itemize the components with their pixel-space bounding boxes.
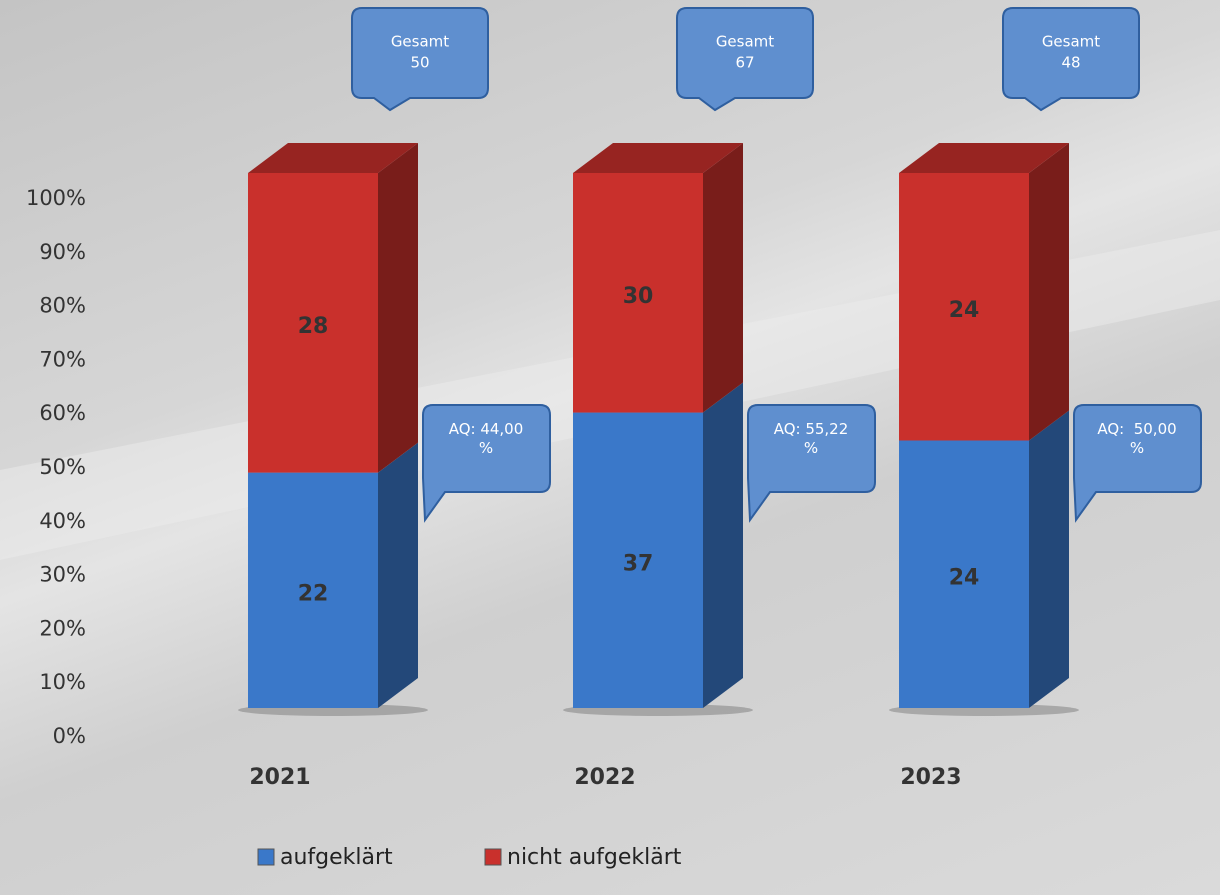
total-callout-value: 50 — [410, 54, 429, 72]
legend-label: nicht aufgeklärt — [507, 845, 682, 870]
total-callout-value: 67 — [735, 54, 754, 72]
x-tick-label: 2022 — [574, 765, 635, 790]
bar-side — [378, 143, 418, 473]
y-tick-label: 60% — [39, 401, 86, 425]
legend-swatch — [258, 849, 274, 865]
y-tick-label: 100% — [26, 186, 86, 210]
y-tick-label: 20% — [39, 616, 86, 640]
data-label: 28 — [298, 314, 329, 339]
y-tick-label: 90% — [39, 240, 86, 264]
data-label: 30 — [623, 284, 654, 309]
total-callout-label: Gesamt — [391, 33, 449, 51]
legend-label: aufgeklärt — [280, 845, 393, 870]
chart-svg: 0% 10% 20% 30% 40% 50% 60% 70% 80% 90% 100% 22 28 202… — [0, 0, 1220, 895]
chart: 0% 10% 20% 30% 40% 50% 60% 70% 80% 90% 100% 22 28 202… — [0, 0, 1220, 895]
bar-side — [1029, 411, 1069, 709]
bar-side — [378, 443, 418, 708]
y-tick-label: 70% — [39, 347, 86, 371]
data-label: 24 — [949, 298, 980, 323]
rate-callout-label: AQ: 44,00 % — [444, 420, 528, 458]
bar-side — [703, 143, 743, 413]
data-label: 24 — [949, 565, 980, 590]
total-callout-value: 48 — [1061, 54, 1080, 72]
y-tick-label: 10% — [39, 670, 86, 694]
y-tick-label: 0% — [53, 724, 86, 748]
bar-side — [703, 383, 743, 708]
y-tick-label: 30% — [39, 563, 86, 587]
data-label: 22 — [298, 581, 329, 606]
rate-callout-label: AQ: 50,00 % — [1095, 420, 1179, 458]
total-callout-label: Gesamt — [1042, 33, 1100, 51]
data-label: 37 — [623, 551, 654, 576]
x-tick-label: 2021 — [249, 765, 310, 790]
rate-callout-label: AQ: 55,22 % — [769, 420, 853, 458]
legend-swatch — [485, 849, 501, 865]
y-tick-label: 50% — [39, 455, 86, 479]
bar-side — [1029, 143, 1069, 441]
y-tick-label: 40% — [39, 509, 86, 533]
y-tick-label: 80% — [39, 294, 86, 318]
total-callout-label: Gesamt — [716, 33, 774, 51]
x-tick-label: 2023 — [900, 765, 961, 790]
